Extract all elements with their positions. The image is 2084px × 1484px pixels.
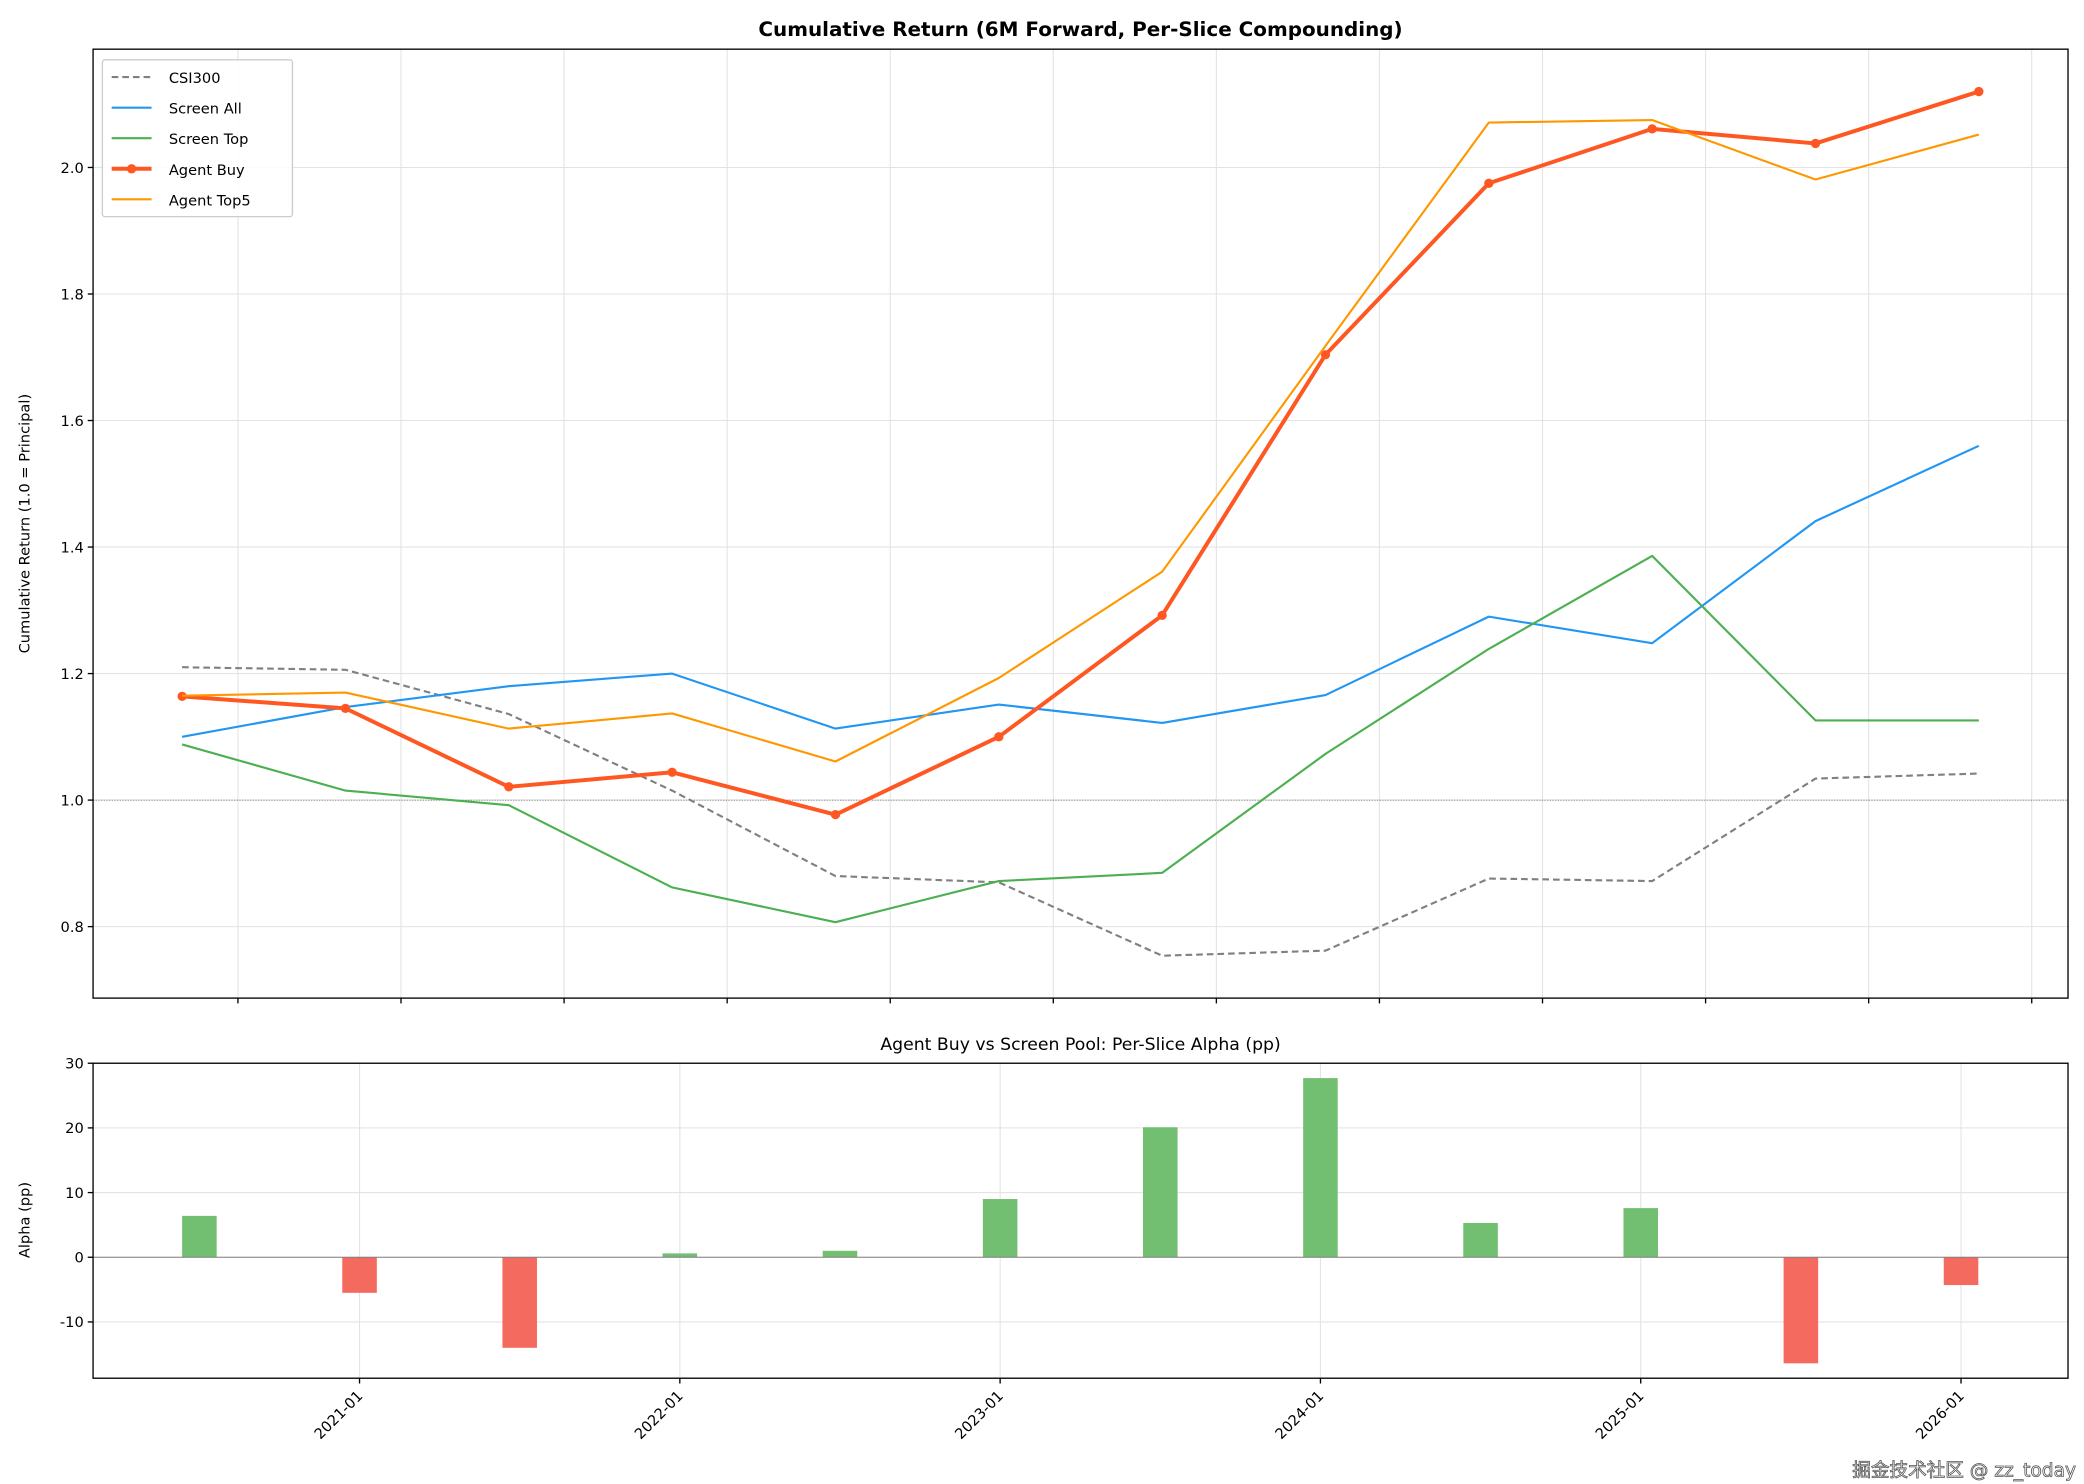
alpha-chart-x-ticks: 2021-01 2022-01 2023-01 2024-01 2025-01 2026-… bbox=[311, 1378, 1968, 1443]
data-point-agent-buy bbox=[1320, 350, 1331, 360]
x-tick-label: 2021-01 bbox=[311, 1388, 366, 1443]
legend-label: Screen All bbox=[169, 101, 242, 118]
data-point-agent-buy bbox=[340, 703, 351, 714]
y-tick-label: 1.8 bbox=[61, 286, 84, 303]
main-chart-axes bbox=[92, 48, 2069, 999]
main-chart-series bbox=[177, 86, 1984, 957]
watermark: 掘金技术社区 @ zz_today bbox=[1852, 1461, 2076, 1482]
legend-label: Screen Top bbox=[169, 131, 249, 148]
series-line-screen-top bbox=[181, 554, 1979, 924]
data-point-agent-buy bbox=[1810, 138, 1821, 149]
data-point-agent-buy bbox=[667, 767, 677, 777]
legend-label: CSI300 bbox=[169, 70, 221, 87]
main-chart-y-ticks: 0.8 1.0 1.2 1.4 1.6 1.8 2.0 bbox=[61, 160, 94, 936]
data-point-agent-buy bbox=[1157, 610, 1167, 621]
alpha-bar bbox=[822, 1250, 858, 1258]
alpha-bar bbox=[1943, 1257, 1979, 1286]
data-point-agent-buy bbox=[504, 782, 514, 792]
legend: CSI300 Screen All Screen Top Agent Buy Agent… bbox=[101, 59, 294, 218]
alpha-bar bbox=[982, 1199, 1018, 1258]
alpha-bar bbox=[342, 1257, 377, 1293]
y-tick-label: 10 bbox=[65, 1185, 84, 1202]
alpha-bar bbox=[1303, 1078, 1338, 1258]
alpha-chart-y-ticks: -10 0 10 20 30 bbox=[60, 1056, 94, 1331]
main-chart-title: Cumulative Return (6M Forward, Per-Slice… bbox=[758, 18, 1402, 41]
x-tick-label: 2022-01 bbox=[631, 1388, 686, 1443]
main-chart-grid bbox=[93, 49, 2069, 999]
alpha-chart-y-label: Alpha (pp) bbox=[16, 1182, 33, 1258]
y-tick-label: 2.0 bbox=[61, 160, 84, 177]
series-line-agent-top5 bbox=[182, 118, 1980, 763]
main-chart-x-ticks bbox=[237, 998, 2033, 1004]
data-point-agent-buy bbox=[177, 691, 187, 701]
y-tick-label: 1.4 bbox=[61, 539, 84, 556]
y-tick-label: 1.2 bbox=[61, 666, 84, 683]
alpha-chart-axes bbox=[92, 1062, 2069, 1379]
y-tick-label: 0 bbox=[74, 1250, 83, 1267]
y-tick-label: 1.6 bbox=[61, 413, 84, 430]
data-point-agent-buy bbox=[830, 809, 841, 820]
data-point-agent-buy bbox=[1484, 178, 1494, 188]
alpha-bar bbox=[1463, 1222, 1498, 1258]
alpha-bar bbox=[182, 1215, 217, 1258]
alpha-chart-grid bbox=[93, 1062, 2069, 1379]
y-tick-label: 30 bbox=[65, 1056, 84, 1073]
alpha-bar bbox=[1143, 1127, 1178, 1258]
x-tick-label: 2024-01 bbox=[1272, 1388, 1327, 1443]
x-tick-label: 2025-01 bbox=[1592, 1388, 1647, 1443]
alpha-bars bbox=[182, 1078, 1979, 1364]
legend-label: Agent Top5 bbox=[169, 192, 251, 209]
x-tick-label: 2026-01 bbox=[1913, 1388, 1968, 1443]
alpha-bar bbox=[1783, 1257, 1819, 1364]
series-line-csi300 bbox=[182, 666, 1979, 957]
data-point-agent-buy bbox=[994, 732, 1004, 742]
legend-marker bbox=[126, 164, 137, 174]
series-line-agent-buy bbox=[181, 89, 1980, 817]
data-point-agent-buy bbox=[1974, 86, 1984, 97]
series-line-screen-all bbox=[181, 444, 1980, 738]
x-tick-label: 2023-01 bbox=[952, 1388, 1007, 1443]
alpha-chart-title: Agent Buy vs Screen Pool: Per-Slice Alph… bbox=[880, 1035, 1280, 1055]
legend-label: Agent Buy bbox=[169, 162, 245, 179]
y-tick-label: 0.8 bbox=[61, 919, 84, 936]
alpha-bar bbox=[662, 1253, 698, 1258]
y-tick-label: -10 bbox=[60, 1314, 84, 1331]
legend-box bbox=[101, 59, 294, 218]
main-chart-y-label: Cumulative Return (1.0 = Principal) bbox=[16, 394, 33, 654]
data-point-agent-buy bbox=[1647, 124, 1657, 134]
y-tick-label: 1.0 bbox=[61, 792, 84, 809]
alpha-bar bbox=[502, 1257, 537, 1348]
alpha-bar bbox=[1623, 1208, 1659, 1258]
y-tick-label: 20 bbox=[65, 1120, 84, 1137]
